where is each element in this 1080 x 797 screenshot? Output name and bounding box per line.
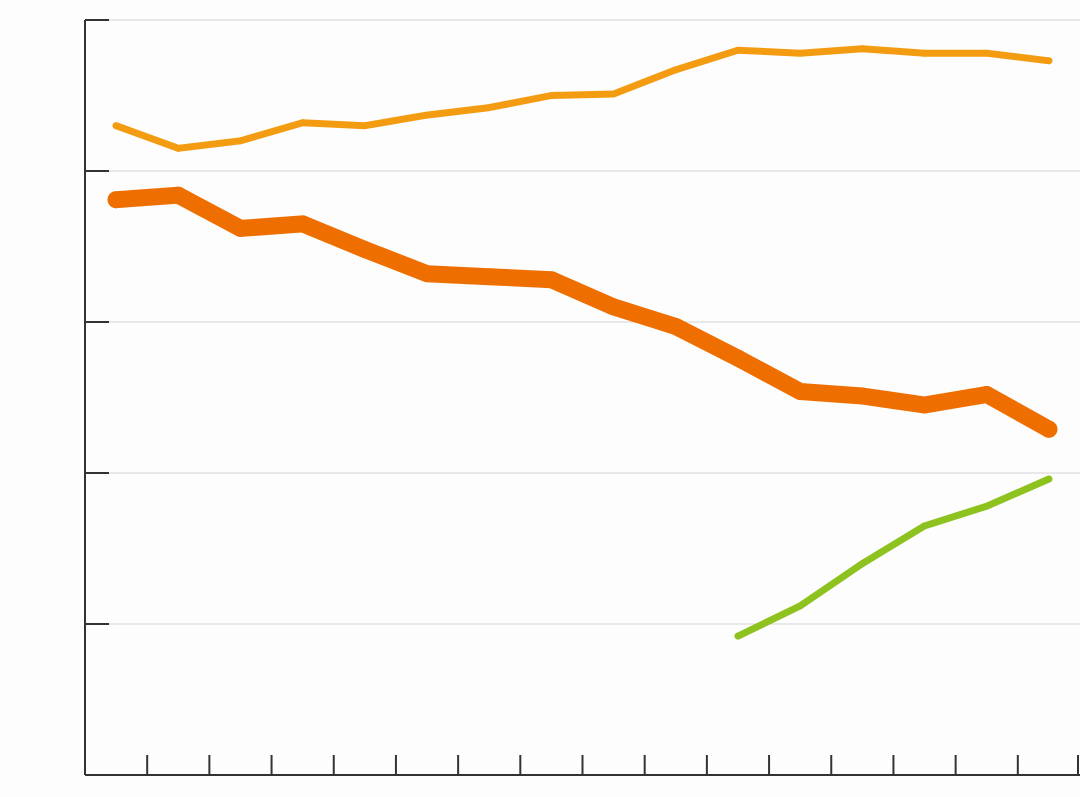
series-1-point-10 — [672, 66, 680, 74]
series-3-point-12 — [796, 602, 804, 610]
series-1-point-12 — [796, 49, 804, 57]
series-2-point-5 — [356, 241, 374, 259]
series-2-point-11 — [729, 349, 747, 367]
series-3-point-16 — [1045, 475, 1053, 483]
series-1-point-2 — [174, 144, 182, 152]
series-1-point-1 — [112, 122, 120, 130]
series-2-point-3 — [231, 219, 249, 237]
series-2-point-1 — [107, 191, 125, 209]
series-2-point-16 — [1040, 420, 1058, 438]
series-2-point-8 — [542, 271, 560, 289]
series-2-point-10 — [667, 318, 685, 336]
series-1-point-15 — [983, 49, 991, 57]
series-3-point-11 — [734, 632, 742, 640]
series-line-1 — [112, 45, 1053, 152]
series-1-point-7 — [485, 104, 493, 112]
series-1-point-13 — [858, 45, 866, 53]
series-2-point-6 — [418, 265, 436, 283]
axes — [84, 19, 1080, 776]
series-2-point-14 — [916, 396, 934, 414]
series-2-point-15 — [978, 385, 996, 403]
series-2-point-12 — [791, 382, 809, 400]
gridlines — [85, 19, 1080, 625]
series-1-point-11 — [734, 46, 742, 54]
series-2-point-13 — [853, 387, 871, 405]
series-2-point-9 — [605, 298, 623, 316]
series-2-point-7 — [480, 268, 498, 286]
series-line-2 — [107, 186, 1058, 438]
series-1-point-16 — [1045, 57, 1053, 65]
series-2-point-4 — [294, 215, 312, 233]
series-3-point-15 — [983, 502, 991, 510]
series-3-point-13 — [858, 560, 866, 568]
series-1-point-14 — [921, 49, 929, 57]
series-1-point-8 — [547, 92, 555, 99]
series-2-point-2 — [169, 186, 187, 204]
series-1-point-9 — [610, 90, 618, 98]
series-1-point-5 — [361, 122, 369, 130]
series-1-point-4 — [299, 119, 307, 127]
series-1-point-3 — [236, 137, 244, 145]
series-line-3 — [734, 475, 1053, 640]
series-1-point-6 — [423, 111, 431, 119]
series-lines — [107, 45, 1058, 640]
series-3-point-14 — [921, 522, 929, 530]
